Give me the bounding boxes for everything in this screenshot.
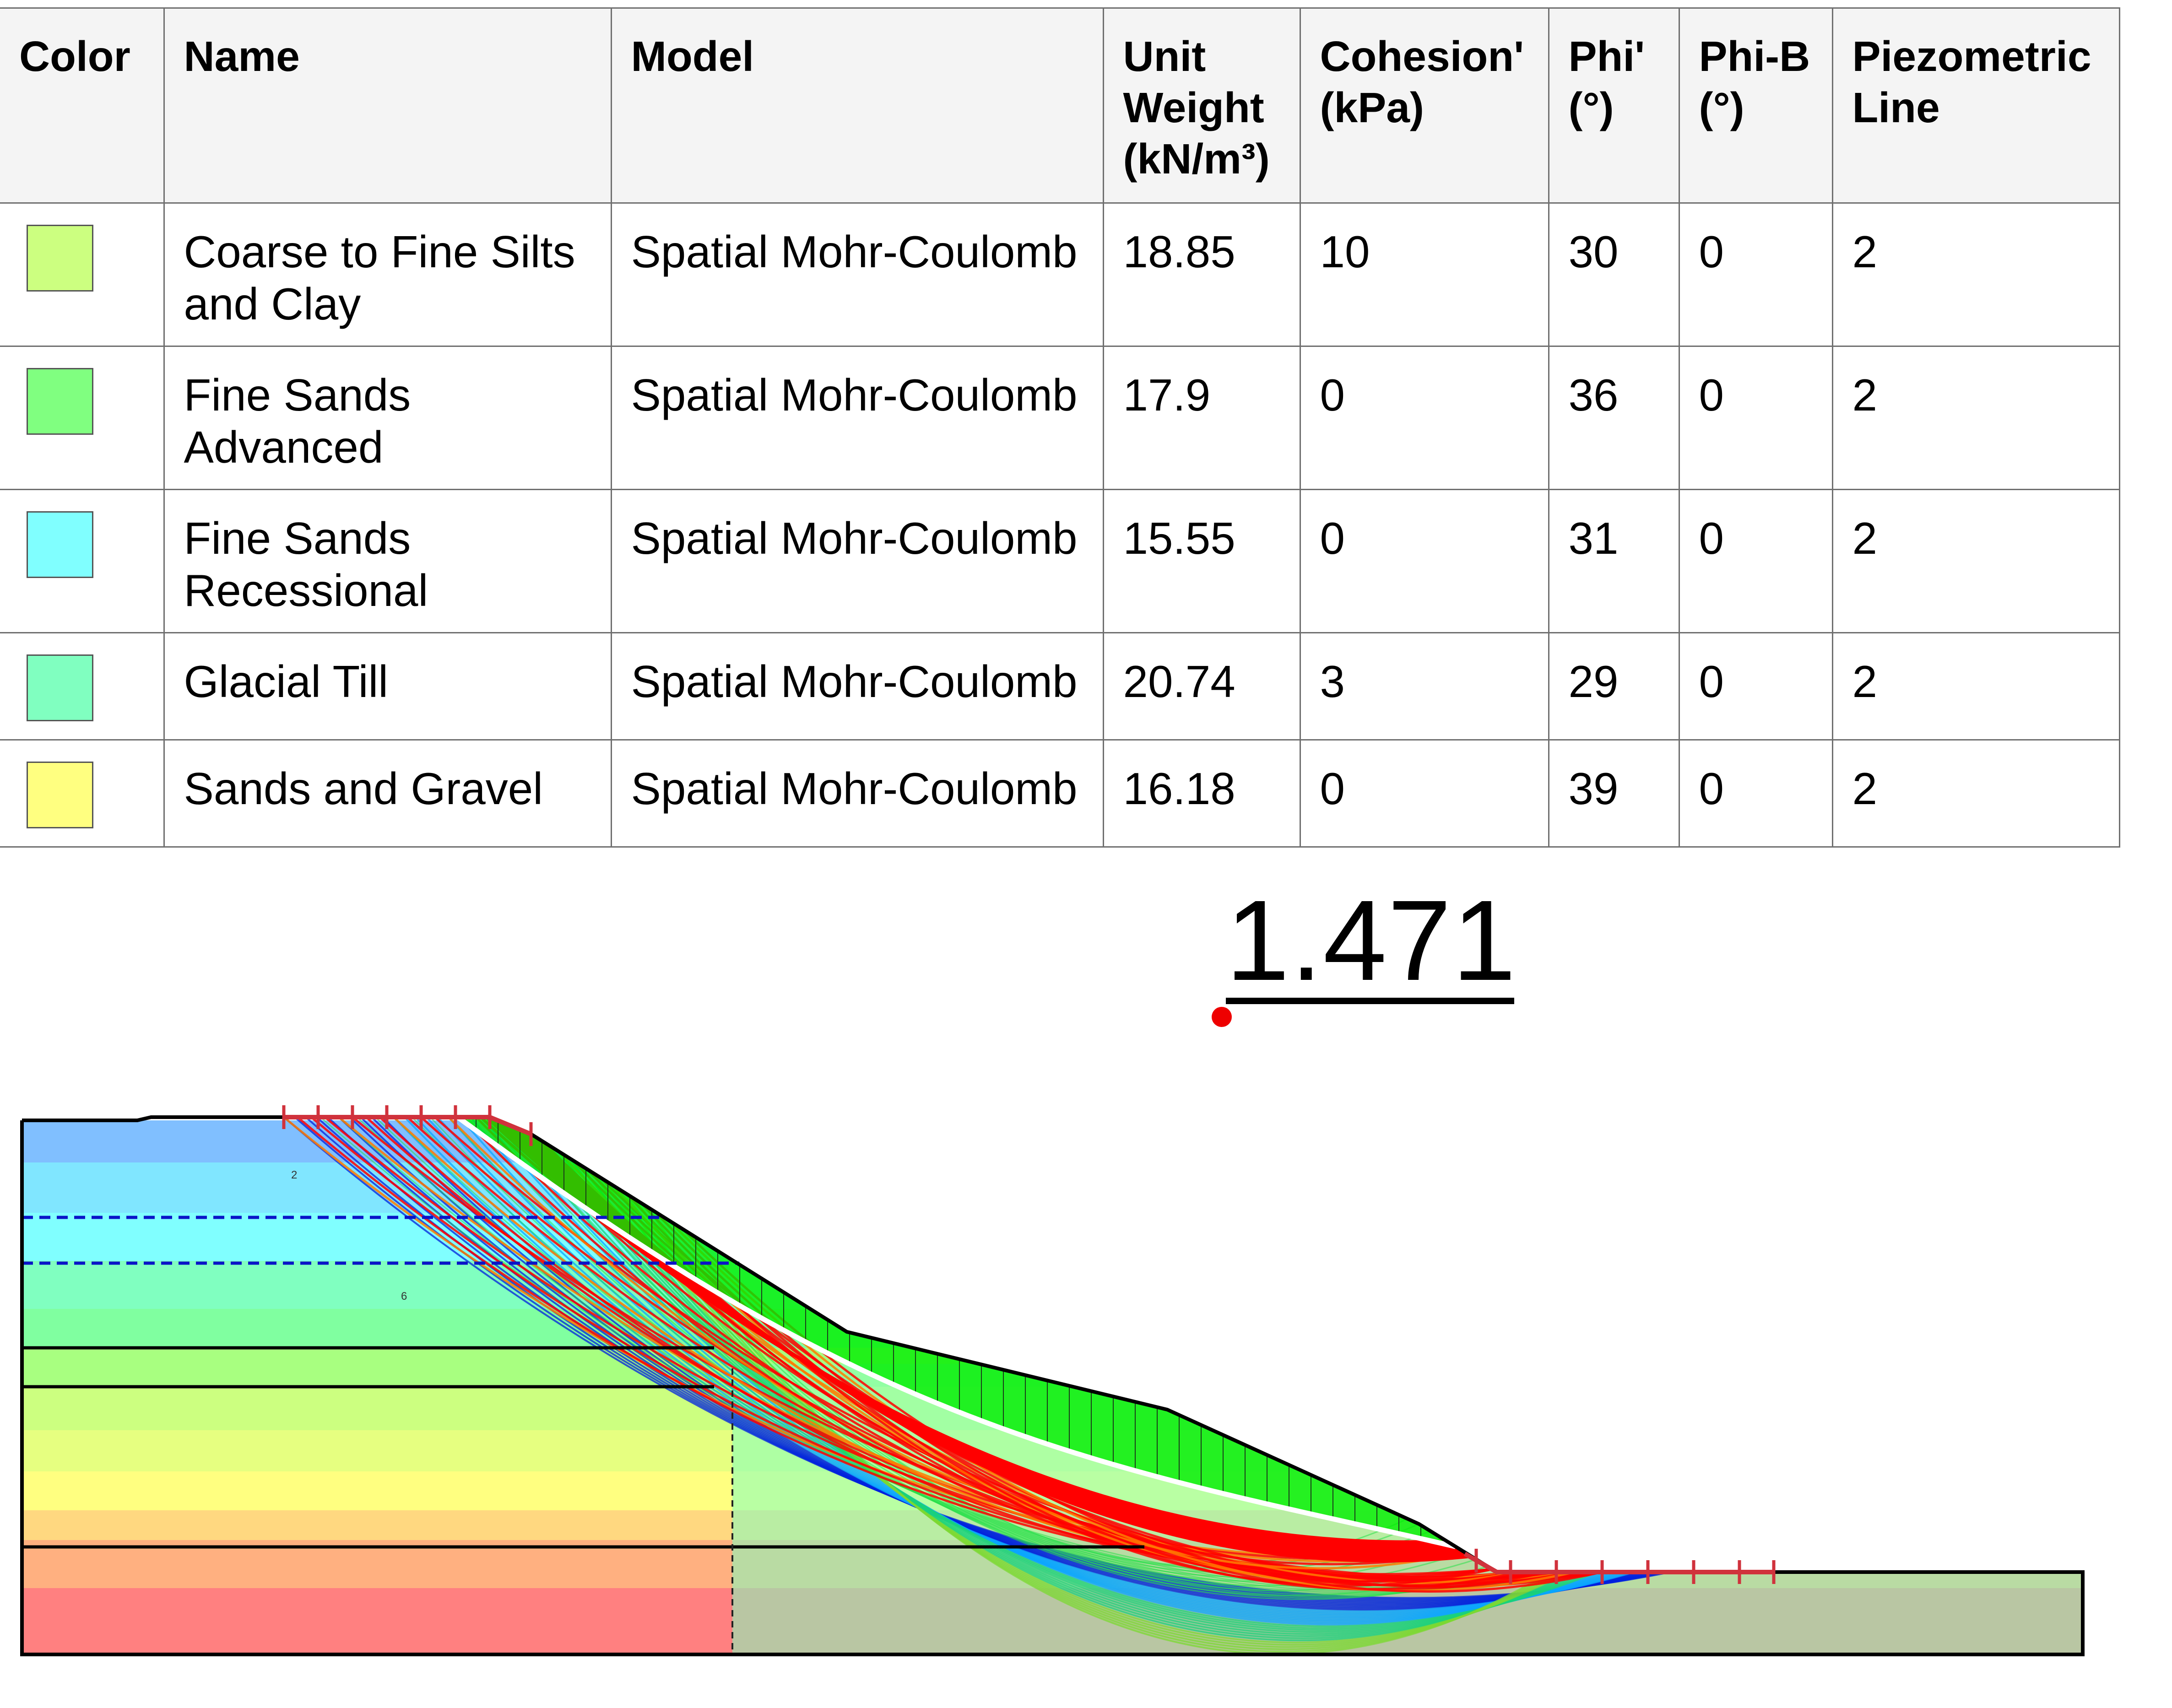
unit-weight-value: 17.9: [1102, 346, 1301, 490]
slide-mass: [458, 1117, 1456, 1547]
slip-surface: [536, 1137, 1587, 1633]
entry-exit-range: [282, 1105, 1776, 1584]
cohesion-value: 0: [1299, 489, 1549, 633]
phi-value: 29: [1548, 632, 1680, 740]
piezometric-line-value: 2: [1831, 202, 2120, 347]
table-row: Coarse to Fine Silts and Clay Spatial Mo…: [0, 202, 2120, 347]
material-name: Glacial Till: [163, 632, 612, 740]
color-cell: [0, 632, 165, 740]
column-header-color: Color: [0, 7, 165, 204]
material-model: Spatial Mohr-Coulomb: [610, 489, 1104, 633]
critical-slip-surface: [456, 1115, 1457, 1549]
stratum-boundaries: [22, 1346, 1144, 1654]
table-row: Glacial Till Spatial Mohr-Coulomb 20.74 …: [0, 632, 2120, 740]
unit-weight-value: 15.55: [1102, 489, 1301, 633]
phi-b-value: 0: [1678, 346, 1833, 490]
slip-surface: [654, 1211, 1548, 1591]
phi-b-value: 0: [1678, 632, 1833, 740]
slope-cross-section: 2 6: [20, 1105, 2085, 1656]
slip-surface: [612, 1185, 1465, 1570]
color-cell: [0, 739, 165, 848]
column-header-phi-b: Phi-B (°): [1678, 7, 1833, 204]
slip-surface: [503, 1122, 1488, 1596]
piezometric-lines: [22, 1216, 739, 1265]
materials-table: Color Name Model Unit Weight (kN/m³) Coh…: [0, 7, 2120, 848]
slip-surface: [558, 1151, 1580, 1637]
table-row: Fine Sands Advanced Spatial Mohr-Coulomb…: [0, 346, 2120, 490]
table-row: Fine Sands Recessional Spatial Mohr-Coul…: [0, 489, 2120, 633]
piezometric-line-label: 2: [291, 1169, 297, 1181]
slip-surface: [645, 1205, 1551, 1654]
column-header-cohesion: Cohesion' (kPa): [1299, 7, 1549, 204]
piezometric-line-value: 2: [1831, 489, 2120, 633]
material-model: Spatial Mohr-Coulomb: [610, 632, 1104, 740]
color-swatch: [27, 762, 93, 828]
phi-value: 30: [1548, 202, 1680, 347]
piezometric-line-value: 2: [1831, 739, 2120, 848]
slip-surface: [569, 1157, 1576, 1639]
material-name: Fine Sands Advanced: [163, 346, 612, 490]
material-name: Fine Sands Recessional: [163, 489, 612, 633]
soil-stratum: [22, 1309, 2083, 1348]
material-model: Spatial Mohr-Coulomb: [610, 202, 1104, 347]
slip-center-point: [1212, 1007, 1232, 1027]
column-header-name: Name: [163, 7, 612, 204]
table-header-row: Color Name Model Unit Weight (kN/m³) Coh…: [0, 7, 2120, 204]
phi-value: 31: [1548, 489, 1680, 633]
column-header-piezometric-line: Piezometric Line: [1831, 7, 2120, 204]
slip-surface: [466, 1117, 1511, 1599]
cohesion-value: 10: [1299, 202, 1549, 347]
color-swatch: [27, 225, 93, 292]
cohesion-value: 0: [1299, 739, 1549, 848]
slip-surface: [626, 1193, 1493, 1587]
phi-value: 36: [1548, 346, 1680, 490]
slip-surface: [448, 1117, 1465, 1562]
color-cell: [0, 489, 165, 633]
slip-surface: [667, 1219, 1575, 1592]
unit-weight-value: 18.85: [1102, 202, 1301, 347]
critical-slip-slices: [456, 1115, 1457, 1549]
material-name: Coarse to Fine Silts and Clay: [163, 202, 612, 347]
unit-weight-value: 20.74: [1102, 632, 1301, 740]
color-swatch: [27, 654, 93, 721]
color-swatch: [27, 368, 93, 435]
phi-value: 39: [1548, 739, 1680, 848]
column-header-phi: Phi' (°): [1548, 7, 1680, 204]
soil-stratum: [22, 1213, 2083, 1261]
material-name: Sands and Gravel: [163, 739, 612, 848]
material-model: Spatial Mohr-Coulomb: [610, 739, 1104, 848]
phi-b-value: 0: [1678, 739, 1833, 848]
column-header-unit-weight: Unit Weight (kN/m³): [1102, 7, 1301, 204]
material-model: Spatial Mohr-Coulomb: [610, 346, 1104, 490]
table-row: Sands and Gravel Spatial Mohr-Coulomb 16…: [0, 739, 2120, 848]
color-swatch: [27, 511, 93, 578]
piezometric-line-value: 2: [1831, 346, 2120, 490]
color-cell: [0, 346, 165, 490]
column-header-model: Model: [610, 7, 1104, 204]
point-label: 6: [401, 1290, 407, 1303]
unit-weight-value: 16.18: [1102, 739, 1301, 848]
factor-of-safety-label: 1.471: [1226, 876, 1517, 1004]
phi-b-value: 0: [1678, 489, 1833, 633]
cohesion-value: 3: [1299, 632, 1549, 740]
ground-surface-line: [20, 1115, 2085, 1656]
piezometric-line-value: 2: [1831, 632, 2120, 740]
slip-surface: [525, 1131, 1591, 1631]
soil-stratum: [22, 1261, 2083, 1309]
soil-stratum: [22, 1162, 2083, 1213]
phi-b-value: 0: [1678, 202, 1833, 347]
color-cell: [0, 202, 165, 347]
cohesion-value: 0: [1299, 346, 1549, 490]
